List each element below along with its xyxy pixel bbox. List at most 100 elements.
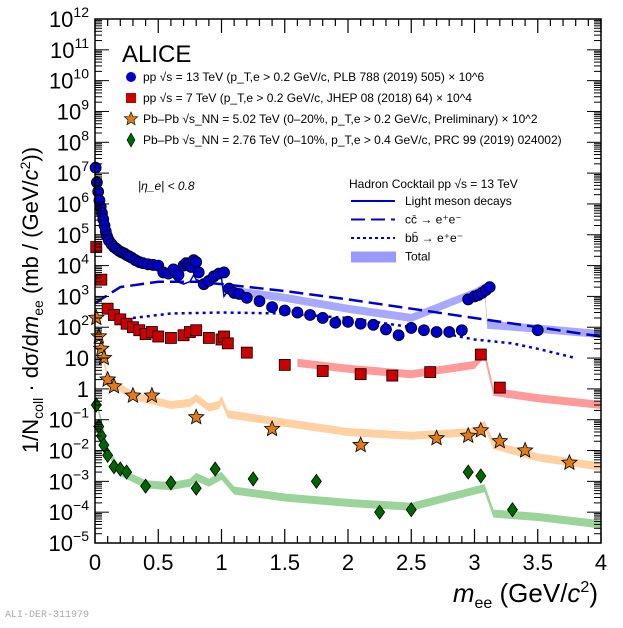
data-point xyxy=(209,461,221,477)
x-tick-label: 2.5 xyxy=(396,550,427,575)
cocktail-band xyxy=(234,283,601,339)
data-point xyxy=(405,502,417,518)
x-tick-label: 3 xyxy=(468,550,480,575)
y-tick-label: 10−5 xyxy=(49,528,90,556)
data-point xyxy=(165,475,177,491)
data-point xyxy=(253,295,266,308)
data-point xyxy=(506,502,518,518)
data-point xyxy=(140,478,152,494)
axis-ticks xyxy=(94,19,602,544)
data-point xyxy=(218,266,230,279)
data-point xyxy=(192,266,205,279)
y-tick-label: 106 xyxy=(57,189,89,217)
data-point xyxy=(263,419,281,437)
data-point xyxy=(380,323,392,336)
data-point xyxy=(278,304,291,317)
data-point xyxy=(101,302,114,315)
data-point xyxy=(443,326,456,338)
data-point xyxy=(459,426,477,444)
legend-entry: Pb–Pb √s_NN = 2.76 TeV (0–10%, p_T,e > 0… xyxy=(126,132,562,148)
y-tick-label: 102 xyxy=(57,312,89,340)
data-point xyxy=(427,429,446,446)
x-axis-title: mee (GeV/c2) xyxy=(453,578,598,612)
svg-text:1/Ncoll · dσ/dmee (mb / (GeV/c: 1/Ncoll · dσ/dmee (mb / (GeV/c2)) xyxy=(17,147,46,453)
data-point xyxy=(278,358,291,371)
cocktail-legend-label: cc̄ → e⁺e⁻ xyxy=(405,213,462,227)
data-point xyxy=(121,464,133,480)
y-tick-label: 10−2 xyxy=(49,436,90,464)
x-tick-label: 4 xyxy=(595,550,607,575)
y-tick-label: 1010 xyxy=(49,66,89,94)
x-tick-label: 1 xyxy=(215,550,227,575)
y-tick-label: 108 xyxy=(57,127,89,155)
y-tick-label: 109 xyxy=(57,96,89,124)
data-point xyxy=(516,441,534,458)
data-point xyxy=(143,386,161,404)
data-point xyxy=(316,365,329,377)
data-point xyxy=(531,324,544,337)
data-point xyxy=(190,324,203,337)
cocktail-band xyxy=(297,349,601,409)
data-point xyxy=(99,370,117,387)
data-point xyxy=(491,432,509,449)
y-tick-label: 105 xyxy=(57,220,89,248)
x-tick-label: 0.5 xyxy=(143,550,174,575)
cocktail-legend-title: Hadron Cocktail pp √s = 13 TeV xyxy=(349,177,518,191)
svg-text:mee (GeV/c2): mee (GeV/c2) xyxy=(453,578,598,612)
legend-entry: Pb–Pb √s_NN = 5.02 TeV (0–20%, p_T,e > 0… xyxy=(123,111,538,126)
data-point xyxy=(95,273,108,286)
y-tick-label: 104 xyxy=(57,251,89,279)
cocktail-legend: Hadron Cocktail pp √s = 13 TeV Light meso… xyxy=(349,177,518,264)
data-point xyxy=(367,318,380,331)
data-point xyxy=(493,381,506,394)
data-point xyxy=(354,317,367,330)
y-tick-label: 10−3 xyxy=(49,466,90,494)
legend: pp √s = 13 TeV (p_T,e > 0.2 GeV/c, PLB 7… xyxy=(123,70,562,148)
x-tick-label: 1.5 xyxy=(269,550,300,575)
x-tick-label: 3.5 xyxy=(522,550,553,575)
data-point xyxy=(424,366,437,379)
experiment-label: ALICE xyxy=(122,41,191,68)
watermark: ALI-DER-311979 xyxy=(5,610,90,621)
legend-label: pp √s = 7 TeV (p_T,e > 0.2 GeV/c, JHEP 0… xyxy=(143,91,472,105)
total-band-icon xyxy=(351,251,396,263)
y-tick-label: 1012 xyxy=(49,4,89,32)
data-point xyxy=(304,309,316,321)
data-point xyxy=(316,312,329,324)
data-point xyxy=(430,326,443,338)
data-point xyxy=(417,324,430,337)
data-point xyxy=(392,329,405,342)
data-point xyxy=(240,346,253,359)
diamond-marker-icon xyxy=(126,132,136,148)
data-point xyxy=(354,368,367,381)
circle-marker-icon xyxy=(126,72,136,82)
data-points xyxy=(87,161,578,520)
data-point xyxy=(172,268,185,281)
legend-entry: pp √s = 7 TeV (p_T,e > 0.2 GeV/c, JHEP 0… xyxy=(126,91,472,105)
y-tick-label: 103 xyxy=(57,281,89,309)
legend-entry: pp √s = 13 TeV (p_T,e > 0.2 GeV/c, PLB 7… xyxy=(126,70,485,84)
data-point xyxy=(291,306,304,319)
data-point xyxy=(190,256,203,268)
legend-label: Pb–Pb √s_NN = 5.02 TeV (0–20%, p_T,e > 0… xyxy=(143,112,538,126)
data-point xyxy=(455,324,468,337)
data-point xyxy=(152,330,165,343)
data-point xyxy=(240,291,253,304)
cocktail-line xyxy=(94,280,602,338)
data-point xyxy=(164,332,177,344)
data-point xyxy=(202,332,215,344)
data-point xyxy=(462,464,474,480)
data-point xyxy=(87,308,105,326)
data-point xyxy=(247,471,259,487)
data-point xyxy=(483,281,496,294)
data-point xyxy=(560,453,578,471)
data-point xyxy=(102,447,114,463)
data-point xyxy=(352,436,370,453)
y-tick-label: 10−1 xyxy=(49,405,90,433)
data-point xyxy=(190,480,202,496)
data-point xyxy=(374,504,386,520)
y-tick-label: 10 xyxy=(65,346,89,371)
data-point xyxy=(187,408,205,425)
cocktail-legend-label: bb̄ → e⁺e⁻ xyxy=(405,231,463,245)
